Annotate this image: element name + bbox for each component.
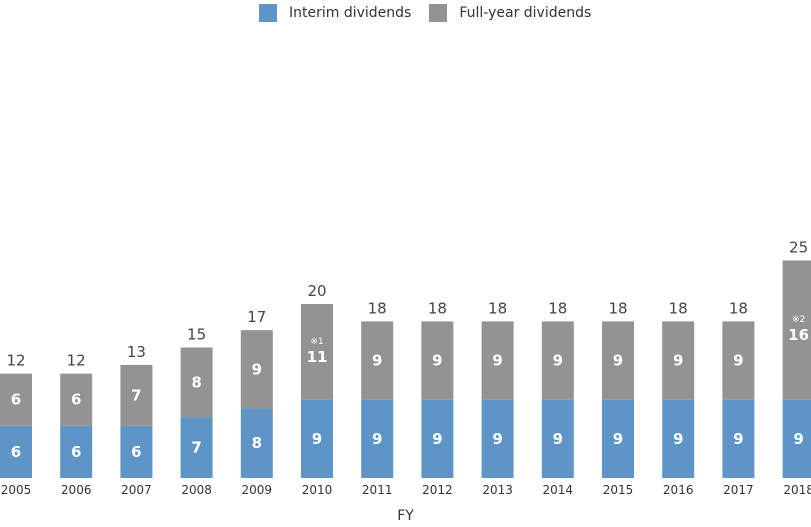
bar-interim-2005 (0, 425, 32, 478)
total-label-2005: 12 (6, 352, 25, 370)
bar-full-year-2010 (301, 304, 333, 400)
data-label-full-year-2007: 7 (131, 386, 141, 404)
x-tick-label-2008: 2008 (181, 483, 212, 497)
total-label-2014: 18 (548, 299, 567, 317)
bar-full-year-2007 (120, 364, 153, 426)
bar-interim-2015 (602, 399, 634, 478)
data-label-interim-2011: 9 (372, 430, 382, 448)
bar-interim-2007 (120, 425, 153, 478)
bar-full-year-2017 (722, 321, 755, 400)
x-tick-label-2011: 2011 (362, 483, 393, 497)
data-label-interim-2016: 9 (673, 430, 683, 448)
bar-interim-2014 (541, 399, 574, 478)
data-label-interim-2010: 9 (312, 430, 322, 448)
data-label-interim-2015: 9 (613, 430, 623, 448)
x-tick-label-2016: 2016 (663, 483, 694, 497)
data-label-full-year-2009: 9 (252, 360, 262, 378)
annotation-note-2018: ※2 (792, 315, 805, 325)
total-label-2017: 18 (729, 299, 748, 317)
total-label-2009: 17 (247, 308, 266, 326)
data-label-full-year-2013: 9 (492, 352, 502, 370)
data-label-interim-2005: 6 (11, 443, 21, 461)
bar-full-year-2006 (60, 373, 93, 426)
data-label-interim-2009: 8 (252, 434, 262, 452)
bar-interim-2008 (180, 417, 213, 478)
total-label-2012: 18 (428, 299, 447, 317)
data-label-interim-2013: 9 (492, 430, 502, 448)
data-label-interim-2014: 9 (553, 430, 563, 448)
data-label-full-year-2005: 6 (11, 391, 21, 409)
data-label-interim-2006: 6 (71, 443, 81, 461)
bar-interim-2009 (240, 408, 273, 478)
x-tick-label-2013: 2013 (482, 483, 513, 497)
bar-full-year-2008 (180, 347, 213, 418)
x-tick-label-2018: 2018 (783, 483, 811, 497)
total-label-2008: 15 (187, 326, 206, 344)
total-label-2016: 18 (669, 299, 688, 317)
bar-full-year-2018 (782, 260, 811, 400)
x-tick-label-2009: 2009 (242, 483, 273, 497)
annotation-note-2010: ※1 (310, 337, 323, 347)
data-label-full-year-2010: 11 (307, 348, 328, 366)
legend-swatch-full-year (429, 4, 448, 22)
bar-interim-2010 (301, 399, 333, 478)
x-tick-label-2007: 2007 (121, 483, 152, 497)
x-tick-label-2010: 2010 (302, 483, 333, 497)
bar-interim-2018 (782, 399, 811, 478)
legend-item-interim: Interim dividends (259, 4, 411, 22)
bar-full-year-2005 (0, 373, 32, 426)
legend-swatch-interim (259, 4, 277, 22)
x-tick-label-2014: 2014 (543, 483, 574, 497)
bar-interim-2012 (421, 399, 454, 478)
bar-full-year-2009 (240, 330, 273, 409)
x-tick-label-2005: 2005 (1, 483, 32, 497)
data-label-full-year-2018: 16 (788, 326, 809, 344)
x-tick-label-2006: 2006 (61, 483, 92, 497)
data-label-interim-2007: 6 (131, 443, 141, 461)
bar-interim-2011 (361, 399, 394, 478)
x-tick-label-2012: 2012 (422, 483, 453, 497)
total-label-2007: 13 (127, 343, 146, 361)
data-label-interim-2008: 7 (191, 439, 201, 457)
legend-label-full-year: Full-year dividends (459, 5, 592, 21)
data-label-interim-2018: 9 (793, 430, 803, 448)
legend-item-full-year: Full-year dividends (429, 4, 591, 22)
bar-interim-2017 (722, 399, 755, 478)
x-tick-label-2017: 2017 (723, 483, 754, 497)
bar-full-year-2012 (421, 321, 454, 400)
total-label-2018: 25 (789, 239, 808, 257)
data-label-interim-2012: 9 (432, 430, 442, 448)
data-label-full-year-2006: 6 (71, 391, 81, 409)
chart-legend: Interim dividends Full-year dividends (259, 4, 609, 22)
data-label-full-year-2015: 9 (613, 352, 623, 370)
data-label-full-year-2012: 9 (432, 352, 442, 370)
bar-interim-2006 (60, 425, 93, 478)
total-label-2013: 18 (488, 299, 507, 317)
bar-full-year-2013 (481, 321, 514, 400)
total-label-2010: 20 (307, 282, 326, 300)
data-label-full-year-2014: 9 (553, 352, 563, 370)
x-axis-title: FY (397, 508, 414, 524)
data-label-full-year-2016: 9 (673, 352, 683, 370)
data-label-full-year-2011: 9 (372, 352, 382, 370)
data-label-full-year-2008: 8 (191, 373, 201, 391)
total-label-2006: 12 (67, 352, 86, 370)
bar-full-year-2011 (361, 321, 394, 400)
total-label-2011: 18 (368, 299, 387, 317)
data-label-interim-2017: 9 (733, 430, 743, 448)
bar-full-year-2014 (541, 321, 574, 400)
legend-label-interim: Interim dividends (289, 5, 412, 21)
total-label-2015: 18 (608, 299, 627, 317)
bar-full-year-2016 (662, 321, 695, 400)
bar-interim-2016 (662, 399, 695, 478)
x-tick-label-2015: 2015 (603, 483, 634, 497)
data-label-full-year-2017: 9 (733, 352, 743, 370)
bar-full-year-2015 (602, 321, 634, 400)
bar-interim-2013 (481, 399, 514, 478)
